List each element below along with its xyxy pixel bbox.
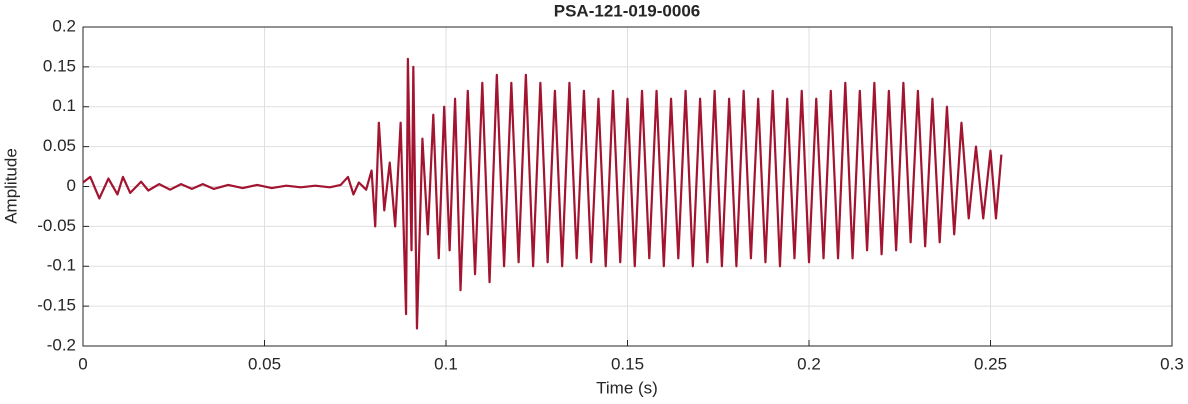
y-tick-label: 0.15	[43, 56, 76, 75]
x-tick-label: 0.3	[1160, 354, 1184, 373]
y-tick-label: 0	[67, 176, 76, 195]
chart-title: PSA-121-019-0006	[554, 1, 700, 20]
y-axis-label: Amplitude	[1, 148, 20, 224]
x-axis-label: Time (s)	[596, 378, 658, 397]
y-tick-label: -0.05	[37, 216, 76, 235]
y-tick-label: -0.2	[47, 335, 76, 354]
x-tick-label: 0.2	[797, 354, 821, 373]
y-tick-label: -0.15	[37, 296, 76, 315]
x-tick-label: 0.1	[434, 354, 458, 373]
x-tick-label: 0	[78, 354, 87, 373]
y-tick-label: -0.1	[47, 256, 76, 275]
signal-line	[82, 57, 1003, 330]
x-tick-label: 0.05	[248, 354, 281, 373]
y-tick-label: 0.05	[43, 136, 76, 155]
y-tick-label: 0.1	[52, 96, 76, 115]
plot-frame	[82, 26, 1173, 347]
x-tick-label: 0.25	[974, 354, 1007, 373]
x-tick-label: 0.15	[611, 354, 644, 373]
y-tick-label: 0.2	[52, 16, 76, 35]
